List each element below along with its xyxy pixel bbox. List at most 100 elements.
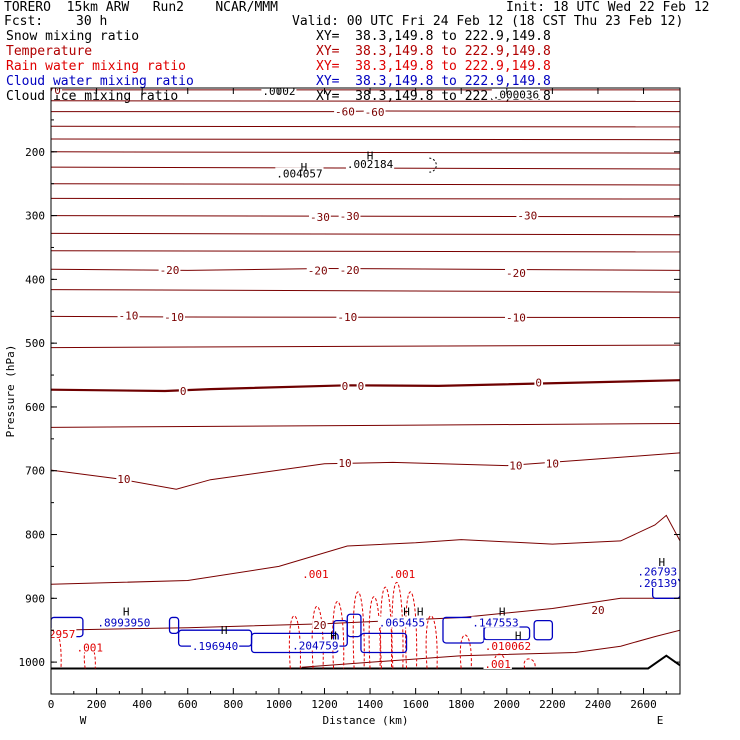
x-tick-label: 1200 <box>311 698 338 711</box>
contour-label: .001 <box>302 568 329 581</box>
legend-cloud-water-xy: XY= 38.3,149.8 to 222.9,149.8 <box>316 74 551 89</box>
contour-label-bg <box>636 565 679 577</box>
contour-label-bg <box>345 157 395 169</box>
contour-label: .004057 <box>276 167 322 180</box>
rain-contour <box>459 634 472 669</box>
x-tick-label: 2200 <box>539 698 566 711</box>
isotherm-line <box>51 232 680 236</box>
x-tick-label: 1000 <box>266 698 293 711</box>
isotherm-line <box>51 183 680 186</box>
valid-time: Valid: 00 UTC Fri 24 Feb 12 (18 CST Thu … <box>292 14 684 29</box>
contour-label-bg <box>75 641 104 653</box>
contour-label: 10 <box>117 473 130 486</box>
cloud-water-contour <box>346 613 362 638</box>
contour-label-bg <box>190 640 240 652</box>
x-tick-label: 0 <box>48 698 55 711</box>
x-tick-label: 600 <box>178 698 198 711</box>
contour-label-bg <box>363 106 386 118</box>
contour-label: -60 <box>335 106 355 119</box>
contour-label: 0 <box>342 380 349 393</box>
x-tick-label: 2000 <box>494 698 521 711</box>
contour-label-bg <box>636 577 679 589</box>
y-tick-label: 300 <box>25 210 45 223</box>
x-tick-label: 2400 <box>585 698 612 711</box>
max-marker: H <box>499 606 506 619</box>
contour-label-bg <box>505 266 527 278</box>
contour-label: -30 <box>310 211 330 224</box>
rain-contour <box>51 630 62 669</box>
contour-label: 20 <box>591 604 604 617</box>
isotherm-line <box>301 629 680 668</box>
contour-label-bg <box>116 473 132 485</box>
contour-label: -10 <box>506 312 526 325</box>
y-tick-label: 1000 <box>19 656 46 669</box>
forecast-hour: 30 h <box>76 14 108 29</box>
contour-label: 0 <box>535 377 542 390</box>
contour-label: .002184 <box>347 158 394 171</box>
contour-label: .065455 <box>379 617 425 630</box>
legend-cloud-water: Cloud water mixing ratio <box>6 74 194 89</box>
x-tick-label: 800 <box>223 698 243 711</box>
contour-label: .26139 <box>637 577 677 590</box>
contour-label: .001 <box>76 641 103 654</box>
west-end-label: W <box>80 714 87 727</box>
contour-label-bg <box>471 616 520 628</box>
contour-label: -10 <box>119 310 139 323</box>
contour-label-bg <box>534 376 544 388</box>
init-time: Init: 18 UTC Wed 22 Feb 12 <box>506 0 710 15</box>
max-marker: H <box>330 629 337 642</box>
isotherm-line <box>51 514 680 585</box>
contour-label-bg <box>309 210 331 222</box>
rain-contour <box>391 581 404 669</box>
contour-label-bg <box>505 311 527 323</box>
contour-label: 0 <box>180 385 187 398</box>
contour-label-bg <box>336 311 359 323</box>
contour-label-bg <box>312 619 328 631</box>
x-axis-title: Distance (km) <box>322 714 408 727</box>
max-marker: H <box>515 629 522 642</box>
legend-cloud-ice: Cloud ice mixing ratio <box>6 89 179 104</box>
x-tick-label: 1400 <box>357 698 384 711</box>
x-tick-label: 1800 <box>448 698 475 711</box>
y-axis-title: Pressure (hPa) <box>4 345 17 438</box>
contour-label-bg <box>275 167 324 179</box>
isotherm-line <box>51 215 680 218</box>
max-marker: H <box>221 624 228 637</box>
contour-label-bg <box>178 385 188 396</box>
rain-contour <box>523 658 536 669</box>
ice-contour <box>429 157 437 173</box>
x-tick-label: 1600 <box>402 698 429 711</box>
east-end-label: E <box>657 714 664 727</box>
isotherm-line <box>51 138 680 141</box>
contour-label: .001 <box>484 658 511 671</box>
contour-label: -20 <box>308 264 328 277</box>
header: TORERO 15km ARW Run2 NCAR/MMM Init: 18 U… <box>0 0 740 112</box>
isotherm-line <box>51 423 680 428</box>
rain-contour <box>405 591 418 669</box>
contour-label: -20 <box>340 264 360 277</box>
plot-area: -70 -60 -60 -30 -30 -30 -20 -20 -20 -20 -10 -10 -10 -… <box>51 88 680 671</box>
contour-label: .8993950 <box>97 617 150 630</box>
isotherm-line <box>51 344 680 349</box>
isotherm-line <box>51 151 680 154</box>
contour-label-bg <box>334 105 356 117</box>
isotherm-line <box>51 452 680 490</box>
contour-label: .204759 <box>292 640 338 653</box>
y-tick-label: 700 <box>25 465 45 478</box>
contour-label-bg <box>306 264 329 276</box>
contour-label-bg <box>337 457 353 469</box>
contour-label-bg <box>544 457 560 469</box>
contour-label-bg <box>117 309 140 321</box>
contour-label-bg <box>96 616 152 628</box>
terrain-line <box>51 654 680 670</box>
contour-label: 20 <box>313 619 326 632</box>
contour-label-bg <box>301 568 330 580</box>
isotherm-line <box>51 289 680 293</box>
rain-contour <box>311 605 324 669</box>
rain-contour <box>493 653 506 669</box>
contour-label-bg <box>356 379 366 391</box>
cloud-water-contour <box>168 616 180 635</box>
rain-contour <box>352 591 365 669</box>
max-marker: H <box>417 606 424 619</box>
contour-label: .196940 <box>192 640 238 653</box>
